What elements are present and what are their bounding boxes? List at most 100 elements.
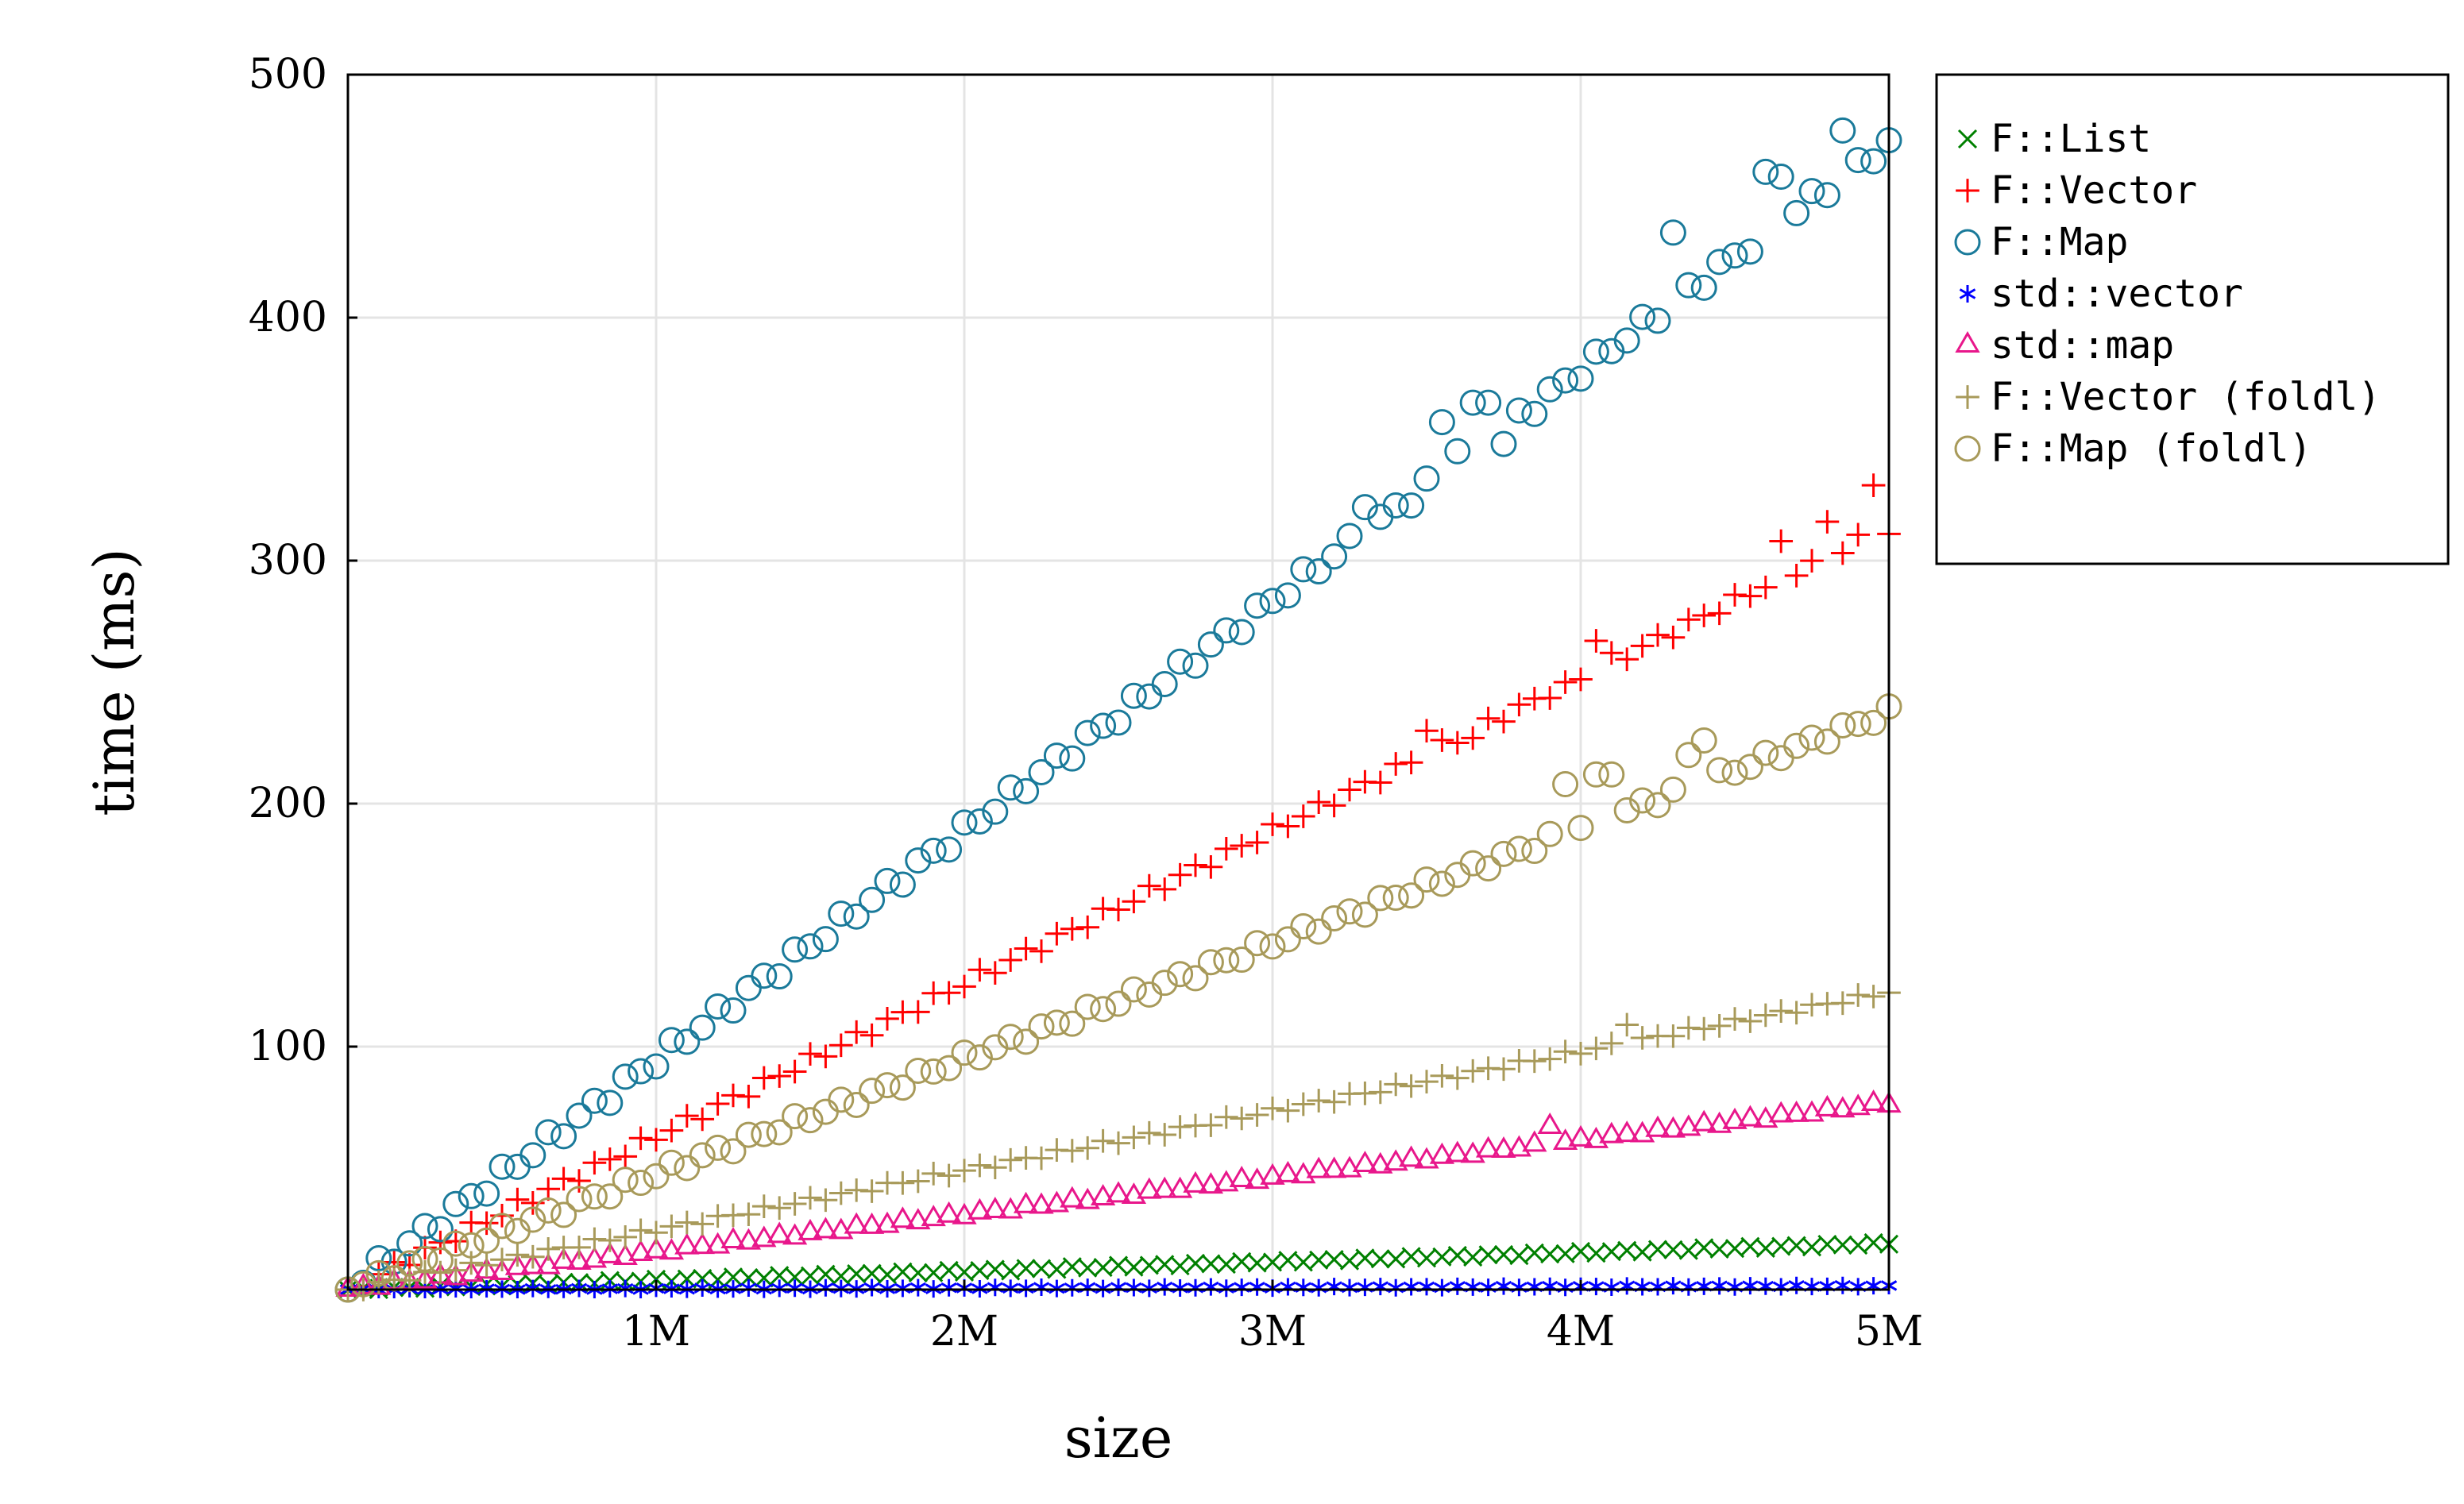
marker-shape [1415, 1070, 1439, 1093]
marker-shape [1276, 814, 1300, 839]
data-point [1783, 1100, 1809, 1122]
marker-shape [1557, 1278, 1574, 1297]
data-point [536, 1177, 561, 1201]
marker-shape [1428, 409, 1455, 436]
data-point [1569, 667, 1593, 692]
marker-shape [782, 936, 809, 963]
marker-shape [1957, 129, 1978, 149]
data-point [1434, 1278, 1450, 1297]
x-tick-label: 3M [1238, 1308, 1307, 1356]
data-point [1321, 1156, 1347, 1178]
data-point [1630, 634, 1655, 658]
marker-shape [1137, 873, 1161, 898]
data-point [659, 1118, 684, 1143]
marker-shape [1245, 831, 1269, 854]
data-point [1382, 492, 1409, 519]
data-point [1076, 915, 1100, 939]
data-point [782, 936, 809, 963]
data-point [1351, 494, 1378, 521]
data-point [690, 1212, 715, 1236]
marker-shape [1848, 1236, 1868, 1255]
data-point [1493, 1244, 1514, 1265]
marker-shape [1110, 1278, 1127, 1297]
data-point [1582, 338, 1609, 365]
data-point [674, 1155, 701, 1182]
marker-shape [427, 1216, 454, 1243]
data-point [1603, 1278, 1620, 1297]
marker-shape [1120, 682, 1147, 709]
data-point [798, 1186, 822, 1210]
data-point [1137, 1120, 1161, 1145]
data-point [910, 1278, 927, 1297]
marker-shape [1059, 745, 1086, 772]
marker-shape [1167, 961, 1194, 988]
marker-shape [1738, 1009, 1763, 1033]
data-point [1355, 1248, 1375, 1268]
data-point [1249, 1278, 1265, 1296]
marker-shape [412, 1267, 438, 1289]
data-point [1076, 1136, 1100, 1160]
data-point [1634, 1278, 1651, 1296]
data-point [1849, 1278, 1867, 1296]
y-tick-label: 200 [249, 780, 327, 827]
marker-shape [1784, 564, 1809, 588]
data-point [658, 1149, 685, 1176]
marker-shape [966, 1044, 993, 1071]
data-point [612, 1244, 638, 1266]
data-point [643, 1236, 669, 1259]
data-point [1183, 1170, 1208, 1193]
marker-shape [628, 1170, 655, 1197]
data-point [1367, 885, 1394, 912]
marker-shape [843, 1091, 870, 1118]
marker-shape [1091, 1128, 1115, 1153]
data-point [1044, 1190, 1070, 1213]
data-point [1105, 990, 1132, 1017]
marker-shape [1386, 1249, 1406, 1269]
data-point [443, 1229, 468, 1254]
marker-shape [936, 1201, 962, 1223]
data-point [1459, 389, 1486, 416]
marker-shape [1617, 1240, 1637, 1260]
marker-shape [1526, 1278, 1543, 1296]
data-point [998, 948, 1023, 972]
marker-shape [1707, 1014, 1732, 1038]
data-point [1644, 307, 1671, 334]
data-point [1399, 750, 1423, 775]
marker-shape [1013, 1191, 1039, 1213]
marker-shape [551, 1167, 576, 1191]
data-point [951, 809, 978, 836]
data-point [1490, 430, 1517, 457]
marker-shape [1156, 1278, 1173, 1296]
marker-shape [1291, 1092, 1315, 1116]
marker-shape [767, 1221, 792, 1244]
marker-shape [1016, 1259, 1036, 1278]
data-point [693, 1279, 711, 1298]
marker-shape [1771, 1236, 1791, 1256]
data-point [1660, 1116, 1686, 1138]
marker-shape [1230, 1106, 1254, 1131]
data-point [1568, 1124, 1593, 1147]
marker-shape [1817, 1234, 1837, 1255]
data-point [412, 1267, 438, 1289]
data-point [843, 1091, 870, 1118]
data-point [1059, 745, 1086, 772]
data-point [1599, 1032, 1624, 1055]
data-point [597, 1228, 622, 1252]
data-point [1819, 1277, 1836, 1295]
data-point [1507, 692, 1531, 717]
data-point [597, 1089, 624, 1116]
data-point [1646, 623, 1670, 647]
data-point [1582, 761, 1609, 788]
data-point [1382, 885, 1409, 912]
data-point [582, 1151, 607, 1175]
data-point [427, 1216, 454, 1243]
data-point [1187, 1278, 1204, 1297]
marker-shape [1198, 1172, 1224, 1194]
data-point [1695, 1277, 1713, 1295]
marker-shape [504, 1253, 531, 1275]
marker-shape [770, 1279, 788, 1298]
data-point [1753, 1106, 1778, 1128]
marker-shape [396, 1250, 423, 1277]
marker-shape [519, 1142, 546, 1169]
marker-shape [770, 1266, 790, 1286]
